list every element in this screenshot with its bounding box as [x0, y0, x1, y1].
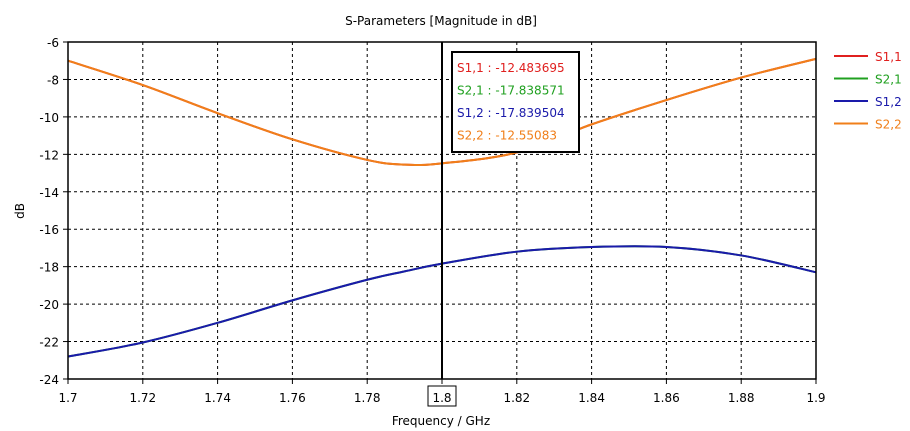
legend-label: S2,2 [875, 118, 902, 132]
marker-readout: S1,2 : -17.839504 [457, 106, 565, 120]
y-tick-label: -8 [47, 73, 59, 87]
marker-readout: S1,1 : -12.483695 [457, 61, 565, 75]
y-tick-label: -16 [39, 223, 59, 237]
x-tick-label: 1.78 [354, 391, 381, 405]
series-line-S2-2 [67, 57, 817, 166]
chart-title: S-Parameters [Magnitude in dB] [345, 14, 537, 28]
marker-readout-box [451, 51, 580, 153]
y-tick-label: -6 [47, 36, 59, 50]
x-tick-label: 1.86 [653, 391, 680, 405]
x-axis-label: Frequency / GHz [392, 414, 490, 428]
series-line-S1-2 [67, 245, 817, 358]
y-axis-label: dB [13, 203, 27, 219]
y-tick-label: -18 [39, 261, 59, 275]
legend: S1,1 S2,1 S1,2 S2,2 [834, 50, 902, 132]
x-tick-label: 1.82 [503, 391, 530, 405]
x-tick-label: 1.9 [806, 391, 825, 405]
series-lines [67, 57, 817, 358]
axis-ticks: 1.7 1.72 1.74 1.76 1.78 1.82 1.84 1.86 1.88 1.9 -6… [39, 36, 825, 405]
marker-readout: S2,1 : -17.838571 [457, 84, 565, 98]
x-tick-label: 1.84 [578, 391, 605, 405]
marker-x-label: 1.8 [432, 391, 451, 405]
x-tick-label: 1.7 [58, 391, 77, 405]
y-tick-label: -20 [39, 298, 59, 312]
marker[interactable]: 1.8 S1,1 : -12.483695 S2,1 : -17.838571 S1,… [427, 42, 580, 407]
y-tick-label: -24 [39, 373, 59, 387]
y-tick-label: -22 [39, 336, 59, 350]
legend-label: S2,1 [875, 73, 902, 87]
legend-label: S1,2 [875, 95, 902, 109]
y-tick-label: -14 [39, 186, 59, 200]
y-tick-label: -10 [39, 111, 59, 125]
x-tick-label: 1.76 [279, 391, 306, 405]
y-tick-label: -12 [39, 148, 59, 162]
marker-readout: S2,2 : -12.55083 [457, 129, 557, 143]
legend-label: S1,1 [875, 50, 902, 64]
x-tick-label: 1.74 [204, 391, 231, 405]
x-tick-label: 1.88 [728, 391, 755, 405]
marker-x-label-box [427, 385, 457, 407]
x-tick-label: 1.72 [129, 391, 156, 405]
